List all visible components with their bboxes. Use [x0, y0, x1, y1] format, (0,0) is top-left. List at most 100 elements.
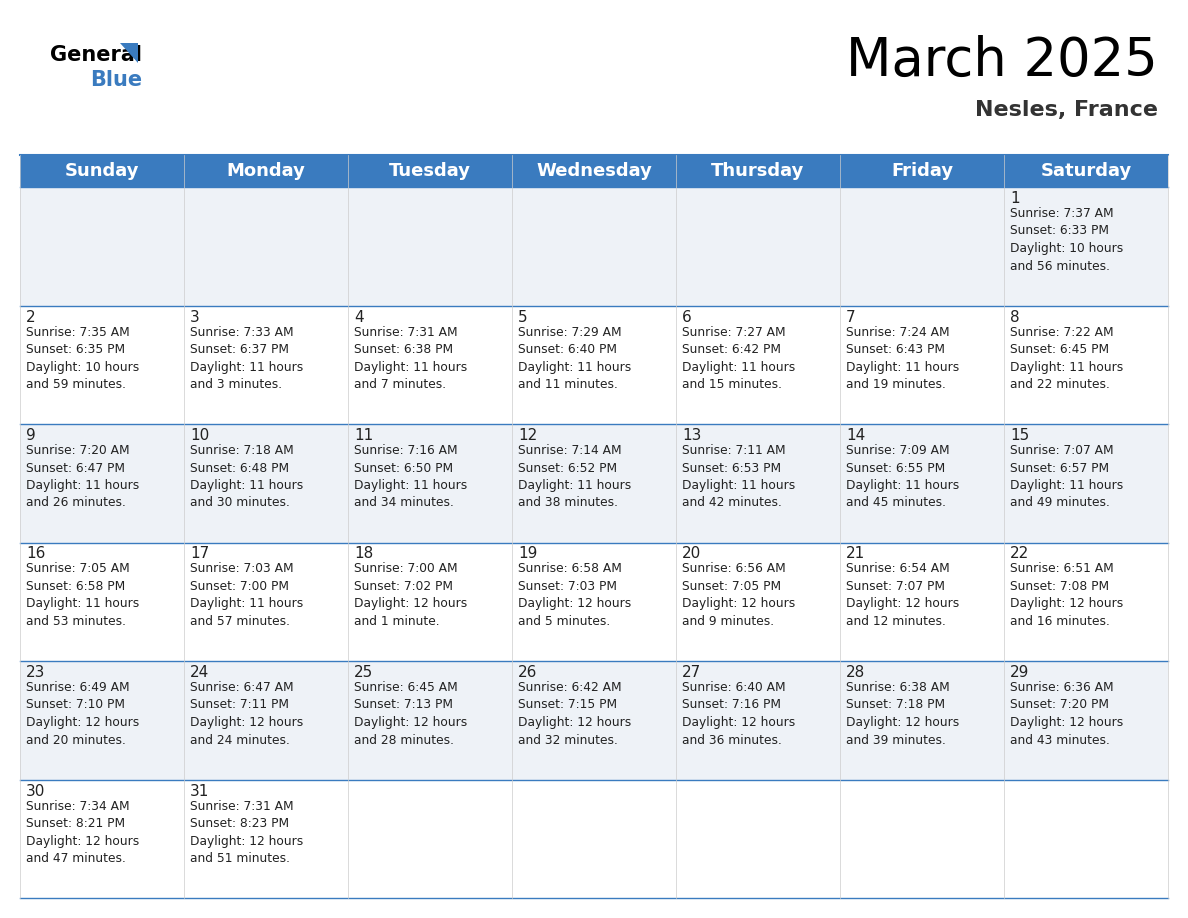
Text: 28: 28: [846, 665, 865, 680]
Bar: [1004, 779, 1168, 898]
Text: 11: 11: [354, 428, 373, 443]
Text: 27: 27: [682, 665, 701, 680]
Text: Sunrise: 7:11 AM
Sunset: 6:53 PM
Daylight: 11 hours
and 42 minutes.: Sunrise: 7:11 AM Sunset: 6:53 PM Dayligh…: [682, 444, 795, 509]
Text: 1: 1: [1010, 191, 1019, 206]
Bar: [348, 187, 512, 306]
Text: 5: 5: [518, 309, 527, 324]
Text: Sunrise: 7:22 AM
Sunset: 6:45 PM
Daylight: 11 hours
and 22 minutes.: Sunrise: 7:22 AM Sunset: 6:45 PM Dayligh…: [1010, 326, 1123, 391]
Bar: [676, 424, 840, 543]
Bar: [1004, 155, 1168, 187]
Text: 29: 29: [1010, 665, 1029, 680]
Bar: [20, 187, 184, 306]
Text: 19: 19: [518, 546, 537, 562]
Bar: [512, 306, 676, 424]
Bar: [840, 543, 1004, 661]
Bar: [676, 155, 840, 187]
Text: Blue: Blue: [90, 70, 143, 90]
Text: Sunrise: 7:34 AM
Sunset: 8:21 PM
Daylight: 12 hours
and 47 minutes.: Sunrise: 7:34 AM Sunset: 8:21 PM Dayligh…: [26, 800, 139, 865]
Text: 14: 14: [846, 428, 865, 443]
Bar: [840, 187, 1004, 306]
Text: Monday: Monday: [227, 162, 305, 180]
Text: 2: 2: [26, 309, 36, 324]
Text: Sunrise: 6:54 AM
Sunset: 7:07 PM
Daylight: 12 hours
and 12 minutes.: Sunrise: 6:54 AM Sunset: 7:07 PM Dayligh…: [846, 563, 959, 628]
Bar: [184, 187, 348, 306]
Bar: [1004, 661, 1168, 779]
Text: Sunrise: 6:58 AM
Sunset: 7:03 PM
Daylight: 12 hours
and 5 minutes.: Sunrise: 6:58 AM Sunset: 7:03 PM Dayligh…: [518, 563, 631, 628]
Bar: [348, 424, 512, 543]
Text: 8: 8: [1010, 309, 1019, 324]
Text: 20: 20: [682, 546, 701, 562]
Text: Sunrise: 7:31 AM
Sunset: 6:38 PM
Daylight: 11 hours
and 7 minutes.: Sunrise: 7:31 AM Sunset: 6:38 PM Dayligh…: [354, 326, 467, 391]
Bar: [512, 187, 676, 306]
Text: 7: 7: [846, 309, 855, 324]
Bar: [20, 155, 184, 187]
Text: Sunrise: 6:36 AM
Sunset: 7:20 PM
Daylight: 12 hours
and 43 minutes.: Sunrise: 6:36 AM Sunset: 7:20 PM Dayligh…: [1010, 681, 1123, 746]
Text: 23: 23: [26, 665, 45, 680]
Text: 16: 16: [26, 546, 45, 562]
Text: Sunrise: 6:45 AM
Sunset: 7:13 PM
Daylight: 12 hours
and 28 minutes.: Sunrise: 6:45 AM Sunset: 7:13 PM Dayligh…: [354, 681, 467, 746]
Text: Saturday: Saturday: [1041, 162, 1132, 180]
Bar: [348, 543, 512, 661]
Text: Sunrise: 7:00 AM
Sunset: 7:02 PM
Daylight: 12 hours
and 1 minute.: Sunrise: 7:00 AM Sunset: 7:02 PM Dayligh…: [354, 563, 467, 628]
Text: 30: 30: [26, 783, 45, 799]
Text: Sunrise: 6:42 AM
Sunset: 7:15 PM
Daylight: 12 hours
and 32 minutes.: Sunrise: 6:42 AM Sunset: 7:15 PM Dayligh…: [518, 681, 631, 746]
Text: Sunrise: 7:24 AM
Sunset: 6:43 PM
Daylight: 11 hours
and 19 minutes.: Sunrise: 7:24 AM Sunset: 6:43 PM Dayligh…: [846, 326, 959, 391]
Text: Sunrise: 6:49 AM
Sunset: 7:10 PM
Daylight: 12 hours
and 20 minutes.: Sunrise: 6:49 AM Sunset: 7:10 PM Dayligh…: [26, 681, 139, 746]
Text: 21: 21: [846, 546, 865, 562]
Text: Sunrise: 7:27 AM
Sunset: 6:42 PM
Daylight: 11 hours
and 15 minutes.: Sunrise: 7:27 AM Sunset: 6:42 PM Dayligh…: [682, 326, 795, 391]
Bar: [840, 779, 1004, 898]
Text: Sunrise: 7:09 AM
Sunset: 6:55 PM
Daylight: 11 hours
and 45 minutes.: Sunrise: 7:09 AM Sunset: 6:55 PM Dayligh…: [846, 444, 959, 509]
Bar: [184, 424, 348, 543]
Bar: [20, 779, 184, 898]
Text: Sunrise: 6:51 AM
Sunset: 7:08 PM
Daylight: 12 hours
and 16 minutes.: Sunrise: 6:51 AM Sunset: 7:08 PM Dayligh…: [1010, 563, 1123, 628]
Text: 26: 26: [518, 665, 537, 680]
Text: 25: 25: [354, 665, 373, 680]
Text: Sunrise: 7:03 AM
Sunset: 7:00 PM
Daylight: 11 hours
and 57 minutes.: Sunrise: 7:03 AM Sunset: 7:00 PM Dayligh…: [190, 563, 303, 628]
Text: Sunrise: 7:33 AM
Sunset: 6:37 PM
Daylight: 11 hours
and 3 minutes.: Sunrise: 7:33 AM Sunset: 6:37 PM Dayligh…: [190, 326, 303, 391]
Text: 4: 4: [354, 309, 364, 324]
Text: Sunrise: 6:38 AM
Sunset: 7:18 PM
Daylight: 12 hours
and 39 minutes.: Sunrise: 6:38 AM Sunset: 7:18 PM Dayligh…: [846, 681, 959, 746]
Bar: [20, 424, 184, 543]
Text: 9: 9: [26, 428, 36, 443]
Text: Sunday: Sunday: [65, 162, 139, 180]
Text: 10: 10: [190, 428, 209, 443]
Text: Sunrise: 6:47 AM
Sunset: 7:11 PM
Daylight: 12 hours
and 24 minutes.: Sunrise: 6:47 AM Sunset: 7:11 PM Dayligh…: [190, 681, 303, 746]
Bar: [840, 306, 1004, 424]
Bar: [512, 155, 676, 187]
Bar: [1004, 187, 1168, 306]
Bar: [184, 779, 348, 898]
Bar: [676, 187, 840, 306]
Text: Sunrise: 7:37 AM
Sunset: 6:33 PM
Daylight: 10 hours
and 56 minutes.: Sunrise: 7:37 AM Sunset: 6:33 PM Dayligh…: [1010, 207, 1123, 273]
Bar: [20, 661, 184, 779]
Bar: [184, 306, 348, 424]
Text: 12: 12: [518, 428, 537, 443]
Text: Sunrise: 7:07 AM
Sunset: 6:57 PM
Daylight: 11 hours
and 49 minutes.: Sunrise: 7:07 AM Sunset: 6:57 PM Dayligh…: [1010, 444, 1123, 509]
Bar: [676, 306, 840, 424]
Text: Sunrise: 7:18 AM
Sunset: 6:48 PM
Daylight: 11 hours
and 30 minutes.: Sunrise: 7:18 AM Sunset: 6:48 PM Dayligh…: [190, 444, 303, 509]
Text: Wednesday: Wednesday: [536, 162, 652, 180]
Bar: [512, 779, 676, 898]
Bar: [1004, 306, 1168, 424]
Text: 31: 31: [190, 783, 209, 799]
Text: Sunrise: 6:56 AM
Sunset: 7:05 PM
Daylight: 12 hours
and 9 minutes.: Sunrise: 6:56 AM Sunset: 7:05 PM Dayligh…: [682, 563, 795, 628]
Text: Sunrise: 7:31 AM
Sunset: 8:23 PM
Daylight: 12 hours
and 51 minutes.: Sunrise: 7:31 AM Sunset: 8:23 PM Dayligh…: [190, 800, 303, 865]
Text: Sunrise: 7:05 AM
Sunset: 6:58 PM
Daylight: 11 hours
and 53 minutes.: Sunrise: 7:05 AM Sunset: 6:58 PM Dayligh…: [26, 563, 139, 628]
Text: 24: 24: [190, 665, 209, 680]
Bar: [348, 306, 512, 424]
Text: 22: 22: [1010, 546, 1029, 562]
Bar: [348, 155, 512, 187]
Bar: [512, 543, 676, 661]
Text: 17: 17: [190, 546, 209, 562]
Bar: [840, 661, 1004, 779]
Bar: [512, 661, 676, 779]
Text: Sunrise: 7:29 AM
Sunset: 6:40 PM
Daylight: 11 hours
and 11 minutes.: Sunrise: 7:29 AM Sunset: 6:40 PM Dayligh…: [518, 326, 631, 391]
Bar: [184, 543, 348, 661]
Bar: [840, 424, 1004, 543]
Text: 15: 15: [1010, 428, 1029, 443]
Bar: [1004, 424, 1168, 543]
Bar: [348, 661, 512, 779]
Text: Tuesday: Tuesday: [388, 162, 470, 180]
Bar: [1004, 543, 1168, 661]
Text: 6: 6: [682, 309, 691, 324]
Text: Sunrise: 7:20 AM
Sunset: 6:47 PM
Daylight: 11 hours
and 26 minutes.: Sunrise: 7:20 AM Sunset: 6:47 PM Dayligh…: [26, 444, 139, 509]
